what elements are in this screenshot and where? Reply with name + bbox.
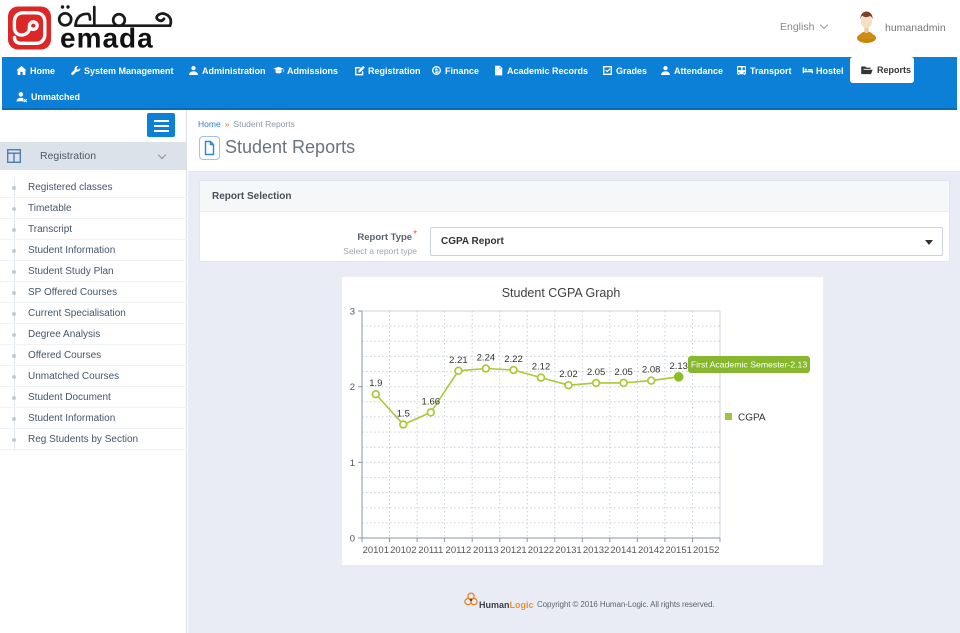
svg-text:20141: 20141 — [610, 545, 636, 556]
svg-text:20122: 20122 — [528, 545, 554, 556]
svg-text:CGPA: CGPA — [738, 413, 766, 424]
svg-text:Student CGPA Graph: Student CGPA Graph — [502, 286, 621, 300]
svg-text:3: 3 — [350, 307, 355, 318]
svg-text:2.24: 2.24 — [477, 353, 496, 364]
svg-text:2.21: 2.21 — [449, 355, 468, 366]
svg-text:2.13: 2.13 — [669, 361, 688, 372]
svg-text:20111: 20111 — [418, 545, 443, 556]
svg-text:20151: 20151 — [665, 545, 691, 556]
svg-text:2.22: 2.22 — [504, 354, 523, 365]
svg-text:20152: 20152 — [693, 545, 719, 556]
svg-text:2: 2 — [350, 382, 355, 393]
svg-text:20112: 20112 — [446, 545, 472, 556]
svg-text:20132: 20132 — [583, 545, 609, 556]
svg-text:20113: 20113 — [473, 545, 499, 556]
svg-text:20131: 20131 — [555, 545, 581, 556]
svg-text:20121: 20121 — [500, 545, 526, 556]
svg-text:emada: emada — [60, 23, 154, 54]
svg-text:0: 0 — [350, 534, 355, 545]
svg-text:1.9: 1.9 — [369, 378, 382, 389]
svg-text:1.5: 1.5 — [397, 409, 410, 420]
svg-text:1.66: 1.66 — [422, 396, 441, 407]
svg-text:20101: 20101 — [363, 545, 389, 556]
svg-text:First Academic Semester-2.13: First Academic Semester-2.13 — [691, 360, 808, 370]
svg-text:2.12: 2.12 — [532, 362, 551, 373]
svg-text:2.05: 2.05 — [614, 367, 633, 378]
svg-text:20102: 20102 — [390, 545, 416, 556]
svg-text:2.05: 2.05 — [587, 367, 606, 378]
svg-text:1: 1 — [350, 458, 355, 469]
svg-text:20142: 20142 — [638, 545, 664, 556]
svg-text:2.08: 2.08 — [642, 365, 661, 376]
svg-text:2.02: 2.02 — [559, 369, 578, 380]
